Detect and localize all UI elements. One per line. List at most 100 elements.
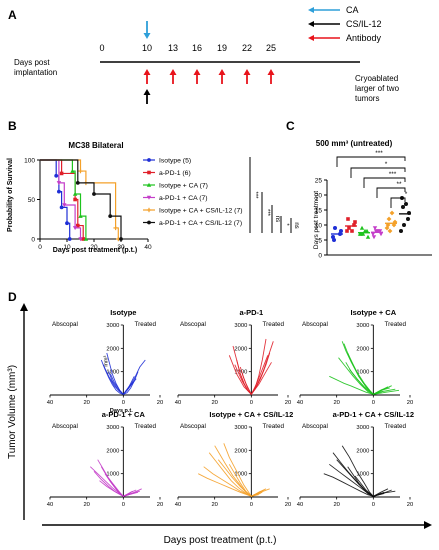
- timeline-day-0: 0: [99, 43, 104, 53]
- spider-xtick-label: 40: [297, 502, 303, 508]
- days-point: [362, 228, 368, 233]
- survival-legend-label: a-PD-1 + CA (7): [159, 195, 208, 202]
- spider-trace: [110, 373, 135, 396]
- survival-legend-label: Isotype (5): [159, 158, 191, 165]
- spider-xtick-label: 0: [250, 502, 253, 508]
- days-point: [371, 235, 377, 240]
- survival-point: [54, 173, 59, 178]
- spider-mm3-label: mm³: [103, 356, 109, 367]
- survival-ytick-label: 50: [28, 197, 36, 204]
- days-point: [360, 231, 366, 236]
- days-scatter: [331, 196, 411, 242]
- legend-cs-arrow-head: [308, 21, 314, 27]
- survival-point: [57, 189, 61, 194]
- days-point: [346, 217, 350, 221]
- days-sig-bracket: [363, 177, 406, 188]
- days-ytick-label: 5: [318, 238, 322, 245]
- survival-legend: Isotype (5) a-PD-1 (6) Isotype + CA (7) a-P…: [143, 158, 243, 227]
- days-point: [359, 225, 365, 230]
- legend-ca-arrow-head: [308, 7, 314, 13]
- survival-ytick-label: 0: [31, 237, 35, 244]
- spider-xtick-label: 20: [333, 400, 339, 406]
- survival-legend-label: Isotype + CA + CS/IL-12 (7): [159, 208, 243, 215]
- spider-treated-label: Treated: [385, 321, 407, 328]
- survival-title: MC38 Bilateral: [68, 141, 123, 150]
- spider-title: a-PD-1 + CA: [102, 410, 146, 419]
- spider-trace: [329, 463, 378, 497]
- spider-trace: [329, 375, 400, 395]
- days-ytick-label: 10: [315, 223, 323, 230]
- spider-treated-label: Treated: [263, 423, 285, 430]
- days-point: [406, 217, 410, 221]
- survival-sig-label: ns: [293, 222, 299, 228]
- spider-ytick-label: 1000: [356, 472, 369, 478]
- panel-label-d: D: [8, 290, 17, 304]
- survival-point: [108, 214, 113, 218]
- days-ytick-label: 15: [315, 208, 323, 215]
- spider-panel-isotype: Isotype Abscopal Treated 1000 2000 3000 40 20 0 2…: [47, 308, 163, 414]
- spider-ytick-label: 1000: [234, 370, 247, 376]
- timeline-day-16: 16: [192, 43, 202, 53]
- survival-point: [83, 236, 89, 241]
- spider-ytick-label: 3000: [106, 323, 119, 329]
- spider-abscopal-label: Abscopal: [180, 321, 206, 328]
- days-sig-bracket: [336, 156, 406, 167]
- days-sig-bracket: [350, 167, 406, 178]
- panel-label-b: B: [8, 119, 17, 133]
- timeline-arrows: [143, 21, 275, 104]
- days-significance: **********: [336, 150, 408, 208]
- spider-ytick-label: 2000: [356, 448, 369, 454]
- antibody-arrow-1-head: [169, 69, 177, 75]
- spider-title: a-PD-1: [239, 308, 263, 317]
- days-axes: 0 5 10 15 20 25: [315, 178, 432, 260]
- days-point: [392, 219, 398, 225]
- spider-panel-apd1: a-PD-1 Abscopal Treated 1000 2000 3000 40 20 0 20: [175, 308, 291, 406]
- panel-d: D Tumor Volume (mm³) Days post treatment…: [7, 290, 432, 546]
- spider-panel-apd1-ca: a-PD-1 + CA Abscopal Treated 1000 2000 3000 40…: [47, 410, 163, 508]
- survival-point: [75, 181, 80, 185]
- days-point: [384, 225, 390, 231]
- spider-xtick-label: 20: [83, 502, 89, 508]
- survival-xtick-label: 10: [63, 244, 71, 251]
- spider-trace: [100, 359, 139, 395]
- panel-a: A Days post implantation 0 10 13 16 19 2…: [8, 5, 400, 104]
- survival-point: [59, 205, 64, 210]
- days-point: [347, 226, 351, 230]
- panel-label-a: A: [8, 8, 17, 22]
- survival-xtick-label: 40: [144, 244, 152, 251]
- spider-trace: [349, 369, 396, 395]
- timeline-ylabel-line2: implantation: [14, 68, 57, 77]
- survival-point: [78, 213, 83, 218]
- spider-ytick-label: 3000: [234, 323, 247, 329]
- antibody-arrow-0-head: [143, 69, 151, 75]
- spider-xtick-label: 0: [122, 400, 125, 406]
- days-point: [333, 226, 337, 230]
- antibody-arrow-2-head: [193, 69, 201, 75]
- days-point: [378, 232, 384, 237]
- ca-arrow-head: [143, 33, 151, 39]
- spider-ytick-label: 1000: [106, 370, 119, 376]
- spider-days-label: Days p.t.: [110, 408, 133, 414]
- days-sig-label: ***: [389, 171, 397, 178]
- timeline-day-25: 25: [266, 43, 276, 53]
- days-point: [404, 202, 408, 206]
- survival-point: [72, 226, 78, 231]
- spider-xtick-label: 40: [297, 400, 303, 406]
- spider-ytick-label: 2000: [106, 448, 119, 454]
- survival-legend-label: a-PD-1 (6): [159, 170, 191, 177]
- spider-xtick-label: 0: [372, 502, 375, 508]
- spider-panel-apd1-ca-cs: a-PD-1 + CA + CS/IL-12 Abscopal Treated 100…: [297, 410, 414, 508]
- timeline-day-19: 19: [217, 43, 227, 53]
- survival-axes: 0 10 20 30 40 0 50 100: [24, 158, 152, 252]
- timeline-note-line1: Cryoablated: [355, 74, 398, 83]
- antibody-arrow-3-head: [218, 69, 226, 75]
- days-point: [386, 216, 392, 222]
- days-ytick-label: 25: [315, 178, 323, 185]
- spider-title: Isotype + CA + CS/IL-12: [209, 410, 293, 419]
- spider-xtick-label: 0: [122, 502, 125, 508]
- survival-point: [73, 197, 77, 202]
- spider-trace: [354, 475, 385, 497]
- survival-xtick-label: 0: [38, 244, 42, 251]
